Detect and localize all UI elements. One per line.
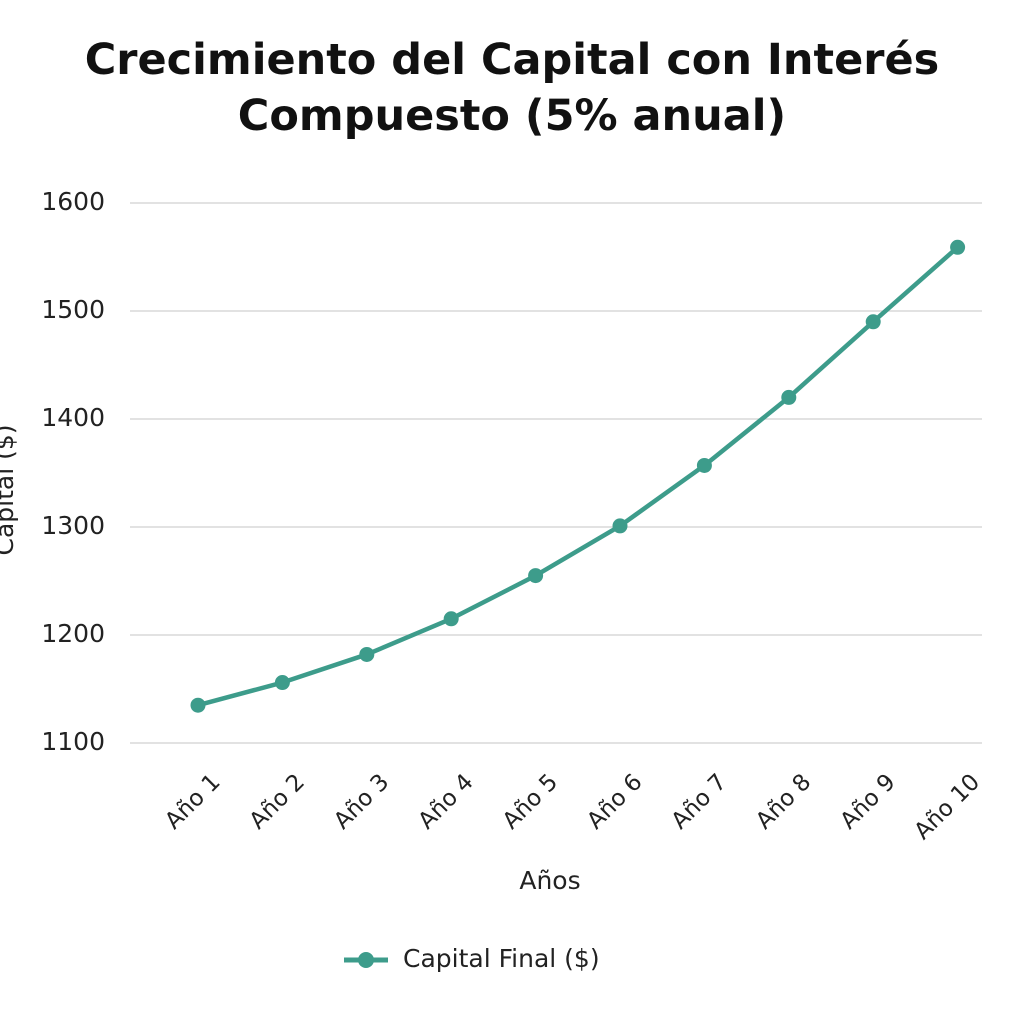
y-tick-label: 1300	[41, 511, 105, 540]
y-tick-label: 1600	[41, 187, 105, 216]
y-tick-label: 1100	[41, 727, 105, 756]
x-tick-label: Año 7	[667, 769, 732, 834]
point	[696, 457, 712, 473]
line	[197, 245, 960, 708]
x-tick-label: Año 8	[751, 769, 816, 834]
legend-label: Capital Final ($)	[403, 944, 600, 973]
point	[443, 611, 459, 627]
y-tick-label: 1400	[41, 403, 105, 432]
point	[528, 568, 544, 584]
x-tick-label: Año 6	[582, 769, 647, 834]
point	[612, 518, 628, 534]
x-tick-label: Año 2	[245, 769, 310, 834]
y-tick-label: 1500	[41, 295, 105, 324]
point	[865, 314, 881, 330]
legend-marker	[358, 952, 374, 968]
chart-title: Crecimiento del Capital con Interés Comp…	[84, 35, 940, 141]
point	[274, 675, 290, 691]
y-tick-label: 1200	[41, 619, 105, 648]
point	[950, 239, 966, 255]
point	[190, 697, 206, 713]
x-tick-label: Año 10	[910, 769, 986, 845]
x-tick-label: Año 9	[835, 769, 900, 834]
x-tick-label: Año 3	[329, 769, 394, 834]
point	[359, 646, 375, 662]
x-tick-label: Año 1	[160, 769, 225, 834]
x-axis-title: Años	[519, 866, 580, 895]
y-axis-title: Capital ($)	[0, 424, 19, 555]
x-tick-label: Año 4	[413, 769, 478, 834]
point	[781, 389, 797, 405]
x-tick-label: Año 5	[498, 769, 563, 834]
